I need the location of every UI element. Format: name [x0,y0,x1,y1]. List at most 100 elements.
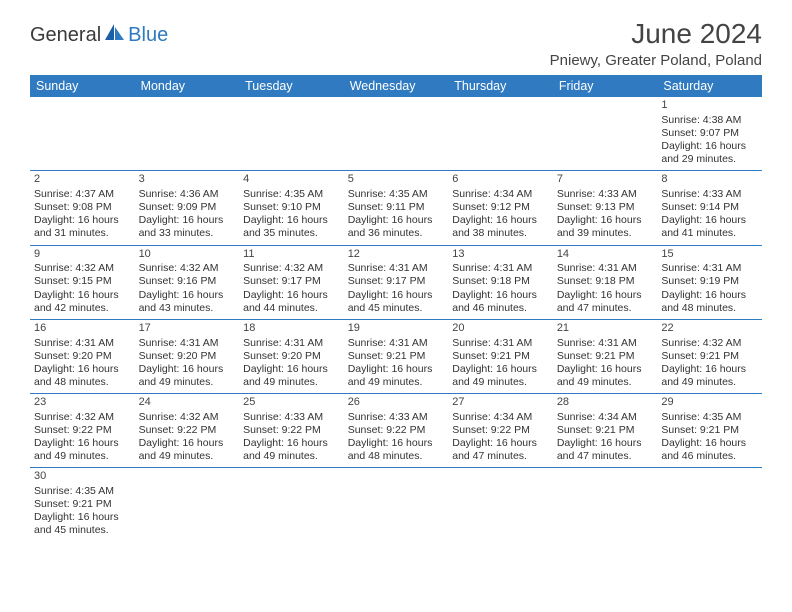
day-detail-line: Daylight: 16 hours [348,363,445,376]
day-detail-line: Daylight: 16 hours [34,289,131,302]
calendar-day-cell: 24Sunrise: 4:32 AMSunset: 9:22 PMDayligh… [135,394,240,468]
day-detail-line: Sunrise: 4:31 AM [139,337,236,350]
day-detail-line: and 49 minutes. [661,376,758,389]
calendar-day-cell: 10Sunrise: 4:32 AMSunset: 9:16 PMDayligh… [135,245,240,319]
day-number: 18 [243,322,340,336]
day-detail-line: Sunset: 9:17 PM [243,275,340,288]
day-number: 22 [661,322,758,336]
day-number: 13 [452,248,549,262]
day-number: 30 [34,470,131,484]
day-detail-line: Sunset: 9:20 PM [34,350,131,363]
calendar-empty-cell [239,468,344,542]
calendar-table: SundayMondayTuesdayWednesdayThursdayFrid… [30,75,762,542]
day-detail-line: and 49 minutes. [139,376,236,389]
day-detail-line: and 48 minutes. [661,302,758,315]
logo-text-general: General [30,24,101,47]
calendar-day-cell: 15Sunrise: 4:31 AMSunset: 9:19 PMDayligh… [657,245,762,319]
day-detail-line: Daylight: 16 hours [243,289,340,302]
day-number: 8 [661,173,758,187]
day-detail-line: Sunrise: 4:35 AM [348,188,445,201]
day-detail-line: Sunrise: 4:31 AM [661,262,758,275]
day-detail-line: Sunrise: 4:33 AM [243,411,340,424]
day-detail-line: and 43 minutes. [139,302,236,315]
day-number: 11 [243,248,340,262]
day-number: 1 [661,99,758,113]
day-detail-line: Sunset: 9:22 PM [348,424,445,437]
calendar-empty-cell [239,97,344,171]
day-number: 3 [139,173,236,187]
calendar-week-row: 2Sunrise: 4:37 AMSunset: 9:08 PMDaylight… [30,171,762,245]
calendar-day-cell: 9Sunrise: 4:32 AMSunset: 9:15 PMDaylight… [30,245,135,319]
day-detail-line: Daylight: 16 hours [34,511,131,524]
day-detail-line: Daylight: 16 hours [139,214,236,227]
day-detail-line: Sunrise: 4:31 AM [557,262,654,275]
day-detail-line: and 33 minutes. [139,227,236,240]
day-detail-line: Sunset: 9:21 PM [348,350,445,363]
day-number: 6 [452,173,549,187]
day-detail-line: Sunset: 9:11 PM [348,201,445,214]
day-detail-line: Daylight: 16 hours [661,363,758,376]
calendar-day-cell: 21Sunrise: 4:31 AMSunset: 9:21 PMDayligh… [553,319,658,393]
day-number: 25 [243,396,340,410]
day-detail-line: and 49 minutes. [243,376,340,389]
day-detail-line: Sunset: 9:13 PM [557,201,654,214]
day-detail-line: Sunset: 9:10 PM [243,201,340,214]
calendar-day-cell: 3Sunrise: 4:36 AMSunset: 9:09 PMDaylight… [135,171,240,245]
calendar-empty-cell [135,97,240,171]
day-number: 5 [348,173,445,187]
day-detail-line: and 47 minutes. [452,450,549,463]
day-detail-line: Daylight: 16 hours [661,140,758,153]
calendar-day-cell: 4Sunrise: 4:35 AMSunset: 9:10 PMDaylight… [239,171,344,245]
day-detail-line: Daylight: 16 hours [34,437,131,450]
day-number: 17 [139,322,236,336]
day-detail-line: Sunrise: 4:32 AM [661,337,758,350]
day-detail-line: Daylight: 16 hours [139,363,236,376]
calendar-day-cell: 5Sunrise: 4:35 AMSunset: 9:11 PMDaylight… [344,171,449,245]
day-detail-line: and 49 minutes. [348,376,445,389]
day-number: 15 [661,248,758,262]
calendar-empty-cell [657,468,762,542]
calendar-body: 1Sunrise: 4:38 AMSunset: 9:07 PMDaylight… [30,97,762,542]
day-detail-line: Sunrise: 4:34 AM [452,188,549,201]
day-detail-line: Sunrise: 4:33 AM [348,411,445,424]
day-detail-line: Daylight: 16 hours [557,363,654,376]
calendar-day-cell: 26Sunrise: 4:33 AMSunset: 9:22 PMDayligh… [344,394,449,468]
calendar-week-row: 30Sunrise: 4:35 AMSunset: 9:21 PMDayligh… [30,468,762,542]
calendar-week-row: 1Sunrise: 4:38 AMSunset: 9:07 PMDaylight… [30,97,762,171]
day-detail-line: Sunrise: 4:33 AM [661,188,758,201]
day-detail-line: Daylight: 16 hours [452,437,549,450]
day-header: Friday [553,75,658,97]
day-detail-line: Daylight: 16 hours [348,289,445,302]
calendar-empty-cell [553,468,658,542]
calendar-day-cell: 1Sunrise: 4:38 AMSunset: 9:07 PMDaylight… [657,97,762,171]
calendar-empty-cell [30,97,135,171]
day-detail-line: Sunrise: 4:35 AM [243,188,340,201]
day-number: 16 [34,322,131,336]
calendar-day-cell: 20Sunrise: 4:31 AMSunset: 9:21 PMDayligh… [448,319,553,393]
day-number: 26 [348,396,445,410]
day-detail-line: and 48 minutes. [348,450,445,463]
logo-text-blue: Blue [128,24,168,47]
day-detail-line: Daylight: 16 hours [661,214,758,227]
day-detail-line: Sunrise: 4:35 AM [661,411,758,424]
location-text: Pniewy, Greater Poland, Poland [550,52,762,69]
day-detail-line: and 31 minutes. [34,227,131,240]
day-header: Saturday [657,75,762,97]
day-detail-line: Sunrise: 4:32 AM [139,411,236,424]
day-detail-line: Sunset: 9:22 PM [34,424,131,437]
day-detail-line: Sunset: 9:18 PM [452,275,549,288]
day-number: 10 [139,248,236,262]
day-detail-line: Daylight: 16 hours [139,437,236,450]
day-detail-line: Sunrise: 4:32 AM [34,411,131,424]
day-detail-line: Sunset: 9:22 PM [243,424,340,437]
day-detail-line: and 29 minutes. [661,153,758,166]
calendar-empty-cell [135,468,240,542]
day-detail-line: Daylight: 16 hours [557,214,654,227]
day-detail-line: Sunset: 9:20 PM [243,350,340,363]
day-detail-line: and 49 minutes. [557,376,654,389]
day-detail-line: and 46 minutes. [661,450,758,463]
day-number: 27 [452,396,549,410]
day-detail-line: Sunset: 9:21 PM [661,350,758,363]
day-detail-line: and 36 minutes. [348,227,445,240]
calendar-day-cell: 30Sunrise: 4:35 AMSunset: 9:21 PMDayligh… [30,468,135,542]
